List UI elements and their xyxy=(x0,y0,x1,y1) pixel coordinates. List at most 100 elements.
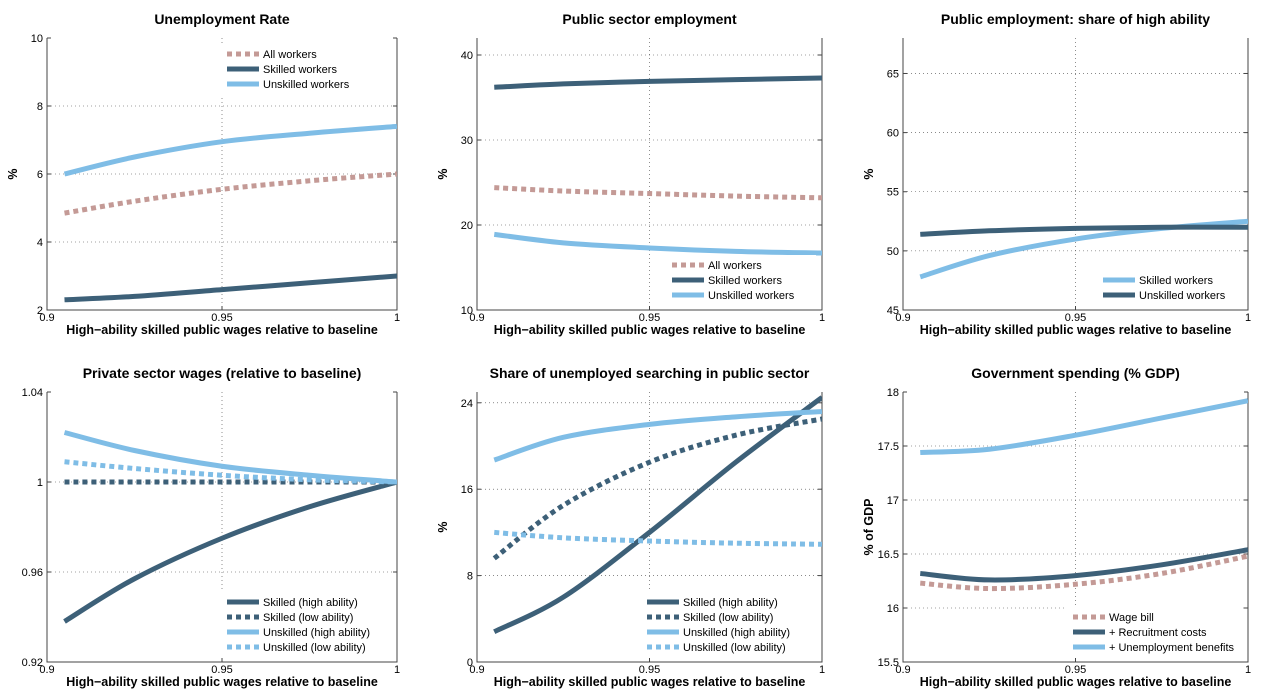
x-axis-label: High−ability skilled public wages relati… xyxy=(920,675,1232,689)
y-tick-label-1: 20 xyxy=(461,220,473,232)
legend-label-2: Skilled (low ability) xyxy=(263,612,353,624)
legend-label-3: + Unemployment benefits xyxy=(1109,642,1235,654)
series-line-3 xyxy=(920,398,1248,455)
y-tick-label-0: 10 xyxy=(461,305,473,317)
y-tick-label-2: 16 xyxy=(461,484,473,496)
y-tick-label-3: 40 xyxy=(461,50,473,62)
chart-title: Government spending (% GDP) xyxy=(971,365,1179,381)
y-axis-label: % xyxy=(436,521,450,532)
x-tick-label-1: 0.95 xyxy=(639,312,660,324)
legend-label-3: Unskilled workers xyxy=(263,79,350,91)
series-line-2 xyxy=(920,547,1248,583)
x-tick-label-1: 0.95 xyxy=(211,664,232,676)
legend: Skilled workers Unskilled workers xyxy=(1097,270,1242,306)
chart-title: Private sector wages (relative to baseli… xyxy=(83,365,362,381)
series-line-1 xyxy=(64,171,397,216)
x-tick-label-0: 0.9 xyxy=(895,664,910,676)
x-axis-label: High−ability skilled public wages relati… xyxy=(494,323,806,337)
x-tick-label-0: 0.9 xyxy=(469,664,484,676)
legend-label-4: Unskilled (low ability) xyxy=(683,642,786,654)
chart-panel-5: 0 8 16 24 0.9 0.95 1 Share of unemployed search… xyxy=(436,365,825,689)
legend-label-2: Unskilled workers xyxy=(1139,290,1226,302)
chart-panel-1: 2 4 6 8 10 0.9 0.95 1 Unemployment Rate High−abil… xyxy=(6,11,400,337)
legend-label-3: Unskilled workers xyxy=(708,290,795,302)
y-axis-label: % xyxy=(862,168,876,179)
legend-label-1: All workers xyxy=(263,49,317,61)
chart-title: Share of unemployed searching in public … xyxy=(490,365,810,381)
y-tick-label-0: 0 xyxy=(467,657,473,669)
chart-title: Unemployment Rate xyxy=(154,11,290,27)
x-tick-label-0: 0.9 xyxy=(39,664,54,676)
legend-label-4: Unskilled (low ability) xyxy=(263,642,366,654)
y-tick-label-1: 8 xyxy=(467,571,473,583)
series-line-2 xyxy=(492,416,822,561)
series-line-4 xyxy=(64,459,397,485)
series-line-1 xyxy=(920,553,1248,592)
legend-label-1: Wage bill xyxy=(1109,612,1154,624)
series-line-4 xyxy=(494,529,822,547)
legend: Wage bill + Recruitment costs + Unemployme… xyxy=(1067,607,1242,658)
y-tick-label-2: 1 xyxy=(37,477,43,489)
legend-label-1: Skilled (high ability) xyxy=(683,597,778,609)
x-tick-label-1: 0.95 xyxy=(639,664,660,676)
x-axis-label: High−ability skilled public wages relati… xyxy=(66,323,378,337)
series-line-3 xyxy=(493,408,822,463)
series-group xyxy=(63,430,397,624)
series-line-2 xyxy=(64,273,397,303)
x-tick-label-2: 1 xyxy=(394,312,400,324)
chart-panel-2: 10 20 30 40 0.9 0.95 1 Public sector employment… xyxy=(436,11,825,337)
legend-label-1: All workers xyxy=(708,260,762,272)
series-line-2 xyxy=(494,75,822,90)
x-tick-label-1: 0.95 xyxy=(1065,664,1086,676)
series-line-1 xyxy=(63,479,397,624)
legend-label-1: Skilled (high ability) xyxy=(263,597,358,609)
y-tick-label-1: 16 xyxy=(887,603,899,615)
series-line-3 xyxy=(63,430,397,485)
x-tick-label-2: 1 xyxy=(394,664,400,676)
series-line-1 xyxy=(493,395,822,635)
x-tick-label-2: 1 xyxy=(819,312,825,324)
y-tick-label-0: 15.5 xyxy=(878,657,899,669)
y-tick-label-0: 2 xyxy=(37,305,43,317)
x-axis-label: High−ability skilled public wages relati… xyxy=(494,675,806,689)
chart-panel-6: 15.5 16 16.5 17 17.5 18 0.9 0.95 1 Government spe… xyxy=(862,365,1251,689)
series-group xyxy=(493,75,822,256)
x-tick-label-0: 0.9 xyxy=(895,312,910,324)
legend-label-2: + Recruitment costs xyxy=(1109,627,1207,639)
y-tick-label-3: 1.04 xyxy=(22,387,43,399)
y-axis-label: % xyxy=(436,168,450,179)
series-line-3 xyxy=(63,123,397,177)
y-tick-label-0: 45 xyxy=(887,305,899,317)
series-group xyxy=(919,218,1248,280)
legend-label-1: Skilled workers xyxy=(1139,275,1213,287)
legend: Skilled (high ability) Skilled (low abili… xyxy=(221,592,391,658)
y-axis-label: % xyxy=(6,168,20,179)
y-tick-label-3: 17 xyxy=(887,495,899,507)
y-tick-label-2: 6 xyxy=(37,169,43,181)
y-tick-label-2: 30 xyxy=(461,135,473,147)
legend: All workers Skilled workers Unskilled work… xyxy=(221,44,391,95)
x-tick-label-2: 1 xyxy=(1245,312,1251,324)
legend: All workers Skilled workers Unskilled work… xyxy=(666,255,816,306)
series-group xyxy=(63,123,397,303)
y-tick-label-4: 17.5 xyxy=(878,441,899,453)
legend-label-2: Skilled workers xyxy=(708,275,782,287)
y-tick-label-0: 0.92 xyxy=(22,657,43,669)
y-tick-label-5: 18 xyxy=(887,387,899,399)
x-tick-label-0: 0.9 xyxy=(39,312,54,324)
y-tick-label-3: 24 xyxy=(461,398,473,410)
x-tick-label-2: 1 xyxy=(819,664,825,676)
y-axis-label: % of GDP xyxy=(862,499,876,556)
series-line-3 xyxy=(493,231,822,256)
legend: Skilled (high ability) Skilled (low abili… xyxy=(641,592,816,658)
x-tick-label-2: 1 xyxy=(1245,664,1251,676)
legend-label-3: Unskilled (high ability) xyxy=(683,627,790,639)
x-tick-label-1: 0.95 xyxy=(211,312,232,324)
legend-label-2: Skilled (low ability) xyxy=(683,612,773,624)
x-tick-label-1: 0.95 xyxy=(1065,312,1086,324)
y-tick-label-3: 8 xyxy=(37,101,43,113)
series-group xyxy=(920,398,1248,592)
y-tick-label-4: 10 xyxy=(31,33,43,45)
y-tick-label-1: 50 xyxy=(887,246,899,258)
x-axis-label: High−ability skilled public wages relati… xyxy=(920,323,1232,337)
